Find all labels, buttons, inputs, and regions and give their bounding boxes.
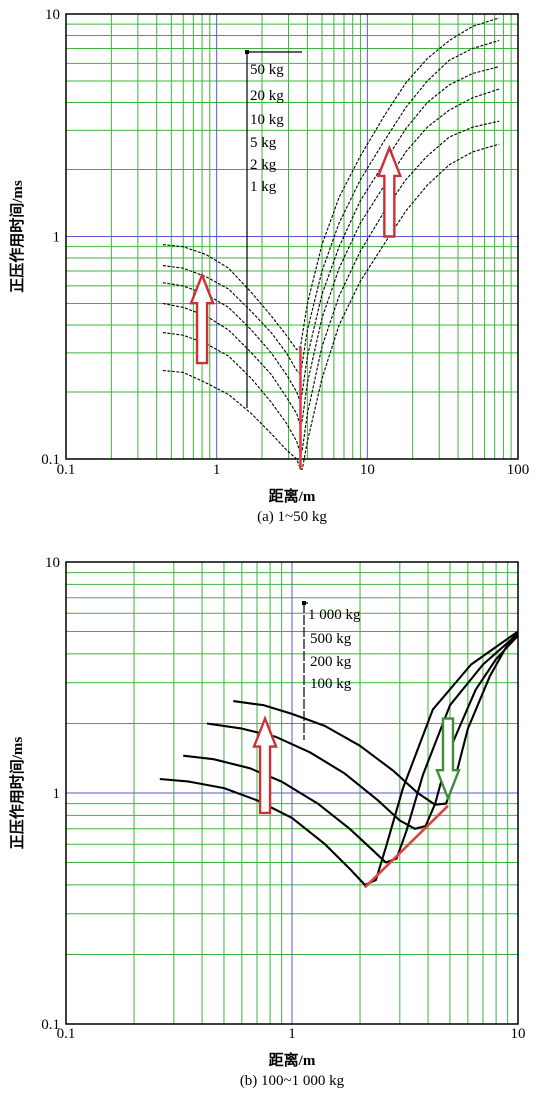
trend-arrow-1 bbox=[252, 715, 278, 815]
y-tick-label: 10 bbox=[45, 555, 60, 571]
trend-arrow-1 bbox=[189, 271, 215, 365]
trend-arrow-2 bbox=[376, 144, 403, 238]
y-axis-label: 正压作用时间/ms bbox=[8, 737, 26, 850]
legend-label: 50 kg bbox=[250, 62, 284, 78]
series-line-4 bbox=[162, 88, 500, 428]
legend-label: 5 kg bbox=[250, 135, 277, 151]
x-tick-label: 10 bbox=[360, 462, 375, 478]
series-line-3 bbox=[183, 632, 519, 864]
y-tick-label: 1 bbox=[53, 230, 61, 246]
y-axis-label: 正压作用时间/ms bbox=[8, 180, 26, 293]
series-line-2 bbox=[162, 39, 500, 375]
chart-panel-2: 0.1 1 10 0.1 1 10 距离/m 正压作用时间/ms (b) 100~1 000 k… bbox=[8, 555, 526, 1089]
x-tick-label: 1 bbox=[288, 1026, 296, 1042]
chart-panel-1: 0.1 1 10 100 0.1 1 10 距离/m 正压作用时间/ms (a) 1~50 kg 5… bbox=[8, 7, 529, 525]
y-tick-label: 10 bbox=[45, 7, 60, 23]
x-tick-label: 0.1 bbox=[57, 462, 76, 478]
series-line-3 bbox=[162, 66, 500, 403]
x-tick-label: 10 bbox=[511, 1026, 526, 1042]
x-tick-label: 1 bbox=[213, 462, 221, 478]
x-axis-label: 距离/m bbox=[269, 487, 316, 505]
series-line-5 bbox=[162, 120, 500, 455]
y-tick-label: 1 bbox=[53, 786, 61, 802]
trend-arrow-2 bbox=[435, 717, 461, 802]
series-line-4 bbox=[159, 630, 519, 886]
y-tick-label: 0.1 bbox=[41, 452, 60, 468]
series-line-1 bbox=[162, 17, 500, 351]
plot-frame bbox=[65, 13, 519, 460]
legend-label: 1 000 kg bbox=[308, 607, 361, 623]
legend-label: 20 kg bbox=[250, 88, 284, 104]
guide-line bbox=[363, 804, 449, 889]
legend-label: 10 kg bbox=[250, 112, 284, 128]
x-tick-label: 100 bbox=[507, 462, 530, 478]
legend-label: 2 kg bbox=[250, 157, 277, 173]
legend-bracket-marker bbox=[302, 601, 306, 605]
legend-bracket-marker bbox=[245, 50, 249, 54]
y-tick-label: 0.1 bbox=[41, 1017, 60, 1033]
chart-caption: (b) 100~1 000 kg bbox=[240, 1073, 345, 1089]
legend-label: 100 kg bbox=[310, 676, 352, 692]
series-line-6 bbox=[162, 143, 500, 470]
x-axis-label: 距离/m bbox=[269, 1051, 316, 1069]
x-tick-label: 0.1 bbox=[57, 1026, 76, 1042]
grid bbox=[65, 13, 519, 460]
chart-caption: (a) 1~50 kg bbox=[257, 509, 327, 525]
legend-label: 1 kg bbox=[250, 179, 277, 195]
series-line-1 bbox=[233, 630, 519, 806]
legend-label: 200 kg bbox=[310, 654, 352, 670]
legend-label: 500 kg bbox=[310, 631, 352, 647]
plot-frame bbox=[65, 561, 519, 1025]
